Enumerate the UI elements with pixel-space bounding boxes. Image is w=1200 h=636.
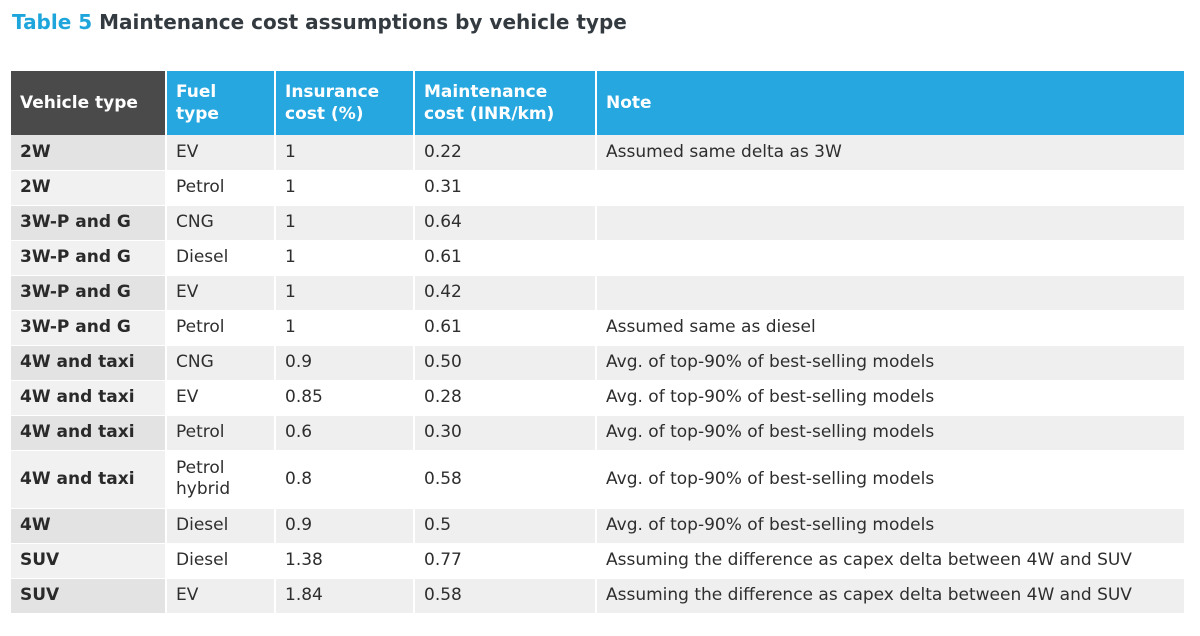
vehicle-type-cell: SUV [11,578,167,614]
fuel-type-cell: Diesel [166,240,276,276]
table-row: 2W Petrol 1 0.31 [11,170,1184,206]
insurance-cost-cell: 1.38 [275,543,415,579]
note-cell: Assumed same delta as 3W [596,135,1184,171]
table-row: 2W EV 1 0.22 Assumed same delta as 3W [11,135,1184,171]
maintenance-cost-cell: 0.64 [414,205,597,241]
vehicle-type-cell: 3W-P and G [11,275,167,311]
vehicle-type-cell: SUV [11,543,167,579]
fuel-type-cell: EV [166,578,276,614]
vehicle-type-cell: 3W-P and G [11,205,167,241]
maintenance-cost-cell: 0.22 [414,135,597,171]
table-body: 2W EV 1 0.22 Assumed same delta as 3W 2W… [11,135,1184,614]
fuel-type-cell: CNG [166,345,276,381]
vehicle-type-cell: 3W-P and G [11,240,167,276]
insurance-cost-cell: 0.9 [275,345,415,381]
vehicle-type-cell: 4W and taxi [11,345,167,381]
note-cell: Avg. of top-90% of best-selling models [596,415,1184,451]
fuel-type-cell: EV [166,135,276,171]
table-row: 4W and taxi Petrol hybrid 0.8 0.58 Avg. … [11,450,1184,509]
header-row: Vehicle type Fuel type Insurance cost (%… [11,71,1184,135]
vehicle-type-cell: 3W-P and G [11,310,167,346]
table-row: 3W-P and G Petrol 1 0.61 Assumed same as… [11,310,1184,346]
vehicle-type-cell: 4W and taxi [11,380,167,416]
fuel-type-cell: Petrol [166,170,276,206]
header-note: Note [596,71,1184,135]
table-row: 3W-P and G Diesel 1 0.61 [11,240,1184,276]
insurance-cost-cell: 1.84 [275,578,415,614]
insurance-cost-cell: 0.85 [275,380,415,416]
insurance-cost-cell: 1 [275,310,415,346]
table-row: 4W and taxi Petrol 0.6 0.30 Avg. of top-… [11,415,1184,451]
maintenance-cost-cell: 0.5 [414,508,597,544]
note-cell: Assumed same as diesel [596,310,1184,346]
note-cell [596,205,1184,241]
table-row: SUV EV 1.84 0.58 Assuming the difference… [11,578,1184,614]
table-header: Vehicle type Fuel type Insurance cost (%… [11,71,1184,135]
maintenance-cost-cell: 0.28 [414,380,597,416]
insurance-cost-cell: 1 [275,135,415,171]
fuel-type-cell: Petrol hybrid [166,450,276,509]
maintenance-cost-cell: 0.58 [414,450,597,509]
maintenance-cost-cell: 0.42 [414,275,597,311]
fuel-type-cell: Petrol [166,310,276,346]
table-number: Table 5 [12,10,93,34]
insurance-cost-cell: 1 [275,275,415,311]
note-cell [596,240,1184,276]
vehicle-type-cell: 2W [11,135,167,171]
note-cell: Avg. of top-90% of best-selling models [596,345,1184,381]
table-title: Maintenance cost assumptions by vehicle … [99,10,627,34]
insurance-cost-cell: 0.9 [275,508,415,544]
table-row: 3W-P and G CNG 1 0.64 [11,205,1184,241]
maintenance-cost-cell: 0.61 [414,310,597,346]
header-fuel-type: Fuel type [166,71,276,135]
note-cell: Assuming the difference as capex delta b… [596,543,1184,579]
table-row: 3W-P and G EV 1 0.42 [11,275,1184,311]
maintenance-cost-cell: 0.58 [414,578,597,614]
table-row: 4W Diesel 0.9 0.5 Avg. of top-90% of bes… [11,508,1184,544]
insurance-cost-cell: 1 [275,170,415,206]
fuel-type-cell: Petrol [166,415,276,451]
table-row: 4W and taxi CNG 0.9 0.50 Avg. of top-90%… [11,345,1184,381]
note-cell [596,170,1184,206]
vehicle-type-cell: 4W and taxi [11,450,167,509]
table-row: 4W and taxi EV 0.85 0.28 Avg. of top-90%… [11,380,1184,416]
header-maintenance-cost: Maintenance cost (INR/km) [414,71,597,135]
maintenance-cost-cell: 0.61 [414,240,597,276]
fuel-type-cell: EV [166,275,276,311]
vehicle-type-cell: 2W [11,170,167,206]
vehicle-type-cell: 4W and taxi [11,415,167,451]
note-cell: Avg. of top-90% of best-selling models [596,508,1184,544]
table-row: SUV Diesel 1.38 0.77 Assuming the differ… [11,543,1184,579]
note-cell: Assuming the difference as capex delta b… [596,578,1184,614]
maintenance-cost-cell: 0.77 [414,543,597,579]
maintenance-cost-cell: 0.30 [414,415,597,451]
fuel-type-cell: EV [166,380,276,416]
insurance-cost-cell: 0.8 [275,450,415,509]
vehicle-type-cell: 4W [11,508,167,544]
maintenance-cost-cell: 0.31 [414,170,597,206]
table-caption: Table 5 Maintenance cost assumptions by … [12,8,627,36]
insurance-cost-cell: 0.6 [275,415,415,451]
fuel-type-cell: Diesel [166,508,276,544]
maintenance-cost-cell: 0.50 [414,345,597,381]
header-vehicle-type: Vehicle type [11,71,167,135]
maintenance-cost-table: Vehicle type Fuel type Insurance cost (%… [11,71,1184,614]
note-cell [596,275,1184,311]
header-insurance-cost: Insurance cost (%) [275,71,415,135]
fuel-type-cell: Diesel [166,543,276,579]
note-cell: Avg. of top-90% of best-selling models [596,380,1184,416]
insurance-cost-cell: 1 [275,205,415,241]
fuel-type-cell: CNG [166,205,276,241]
note-cell: Avg. of top-90% of best-selling models [596,450,1184,509]
insurance-cost-cell: 1 [275,240,415,276]
